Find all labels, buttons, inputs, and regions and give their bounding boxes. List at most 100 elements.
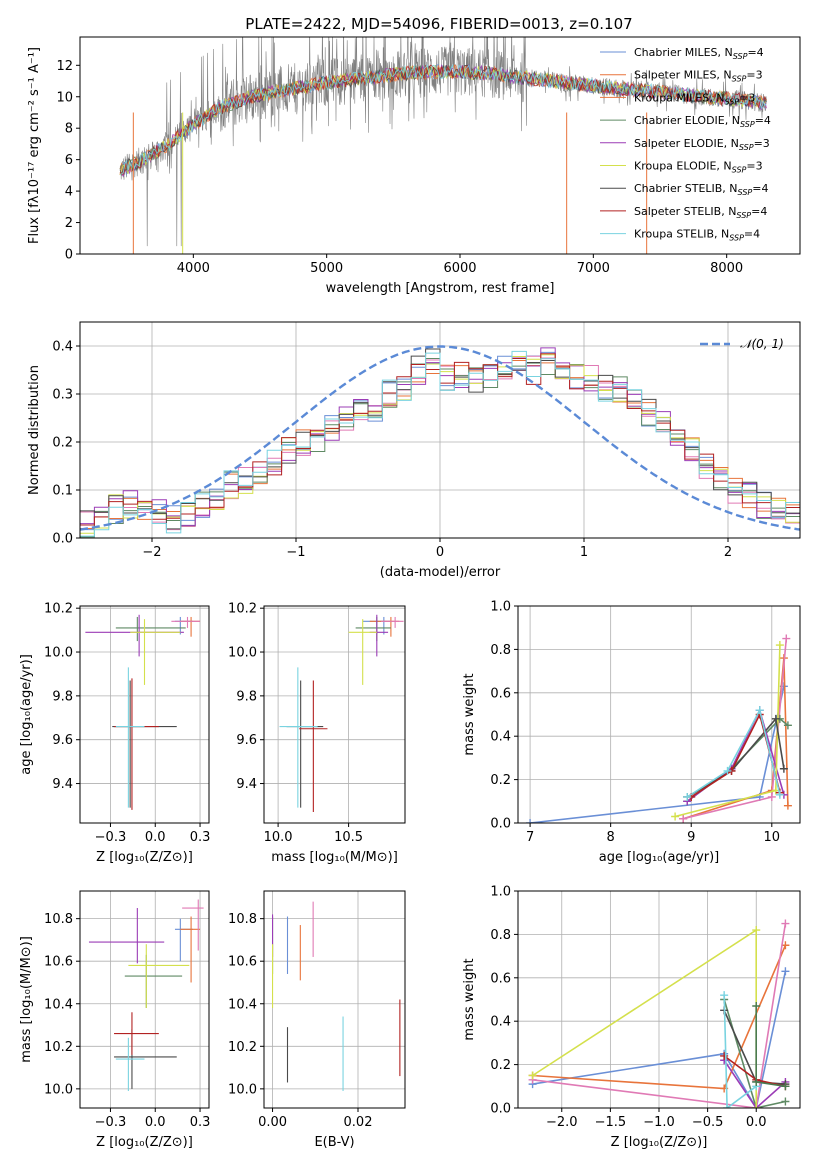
axes-frame [517,605,801,824]
x-tick-label: −0.3 [95,1115,127,1130]
axes-frame [79,605,210,824]
plot-area [85,614,201,810]
y-tick-label: 10.6 [44,955,73,970]
panel-weight-vs-age: 7 8 9 10 0.0 0.2 0.4 0.6 0.8 1.0 age [log₁₀(age/yr… [462,600,801,865]
x-tick-label: −0.3 [95,830,127,845]
x-axis-label: Z [log₁₀(Z/Z⊙)] [96,1135,193,1150]
y-tick-label: 1.0 [490,885,511,900]
model-spectrum-line [119,63,767,176]
errorbar-point [115,616,186,642]
y-axis-label: mass [log₁₀(M/M⊙)] [19,936,34,1063]
normal-distribution-curve [80,345,800,531]
x-axis-label: (data-model)/error [380,565,501,580]
x-tick-label: 7 [526,830,534,845]
y-tick-label: 9.4 [52,777,73,792]
plus-marker [671,812,680,821]
legend-entry: Salpeter MILES, NSSP=3 [634,69,763,84]
plus-marker [781,919,790,928]
x-tick-label: 10.0 [264,830,293,845]
y-tick-label: 0.2 [490,773,511,788]
panel-age-vs-Z: −0.3 0.0 0.3 9.4 9.6 9.8 10.0 10.2 Z [log₁₀(Z/Z⊙… [19,602,210,865]
plus-marker [720,991,729,1000]
axes-frame [263,890,406,1109]
legend-entry: Chabrier ELODIE, NSSP=4 [634,114,771,129]
panel-spectrum: 4000 5000 6000 7000 8000 0 2 4 6 8 10 12 wavelength … [27,36,801,296]
y-tick-label: 10.4 [44,997,73,1012]
errorbar-point [174,918,193,962]
errorbar-point [124,954,183,1009]
x-tick-label: 0.02 [344,1115,373,1130]
mass-weight-line [686,707,781,798]
y-tick-label: 10.2 [228,602,257,617]
errorbar-point [114,678,159,810]
y-tick-label: 0.4 [490,730,511,745]
y-tick-label: 12 [56,59,73,74]
y-tick-label: 0.8 [490,643,511,658]
y-axis-label: mass weight [462,673,477,755]
y-tick-label: 10.2 [44,1040,73,1055]
plus-marker [767,792,776,801]
plus-marker [781,967,790,976]
errorbar-point [171,616,201,628]
x-axis-label: Z [log₁₀(Z/Z⊙)] [96,850,193,865]
y-tick-label: 4 [65,185,73,200]
errorbar-point [114,1012,159,1055]
x-tick-label: 7000 [577,261,610,276]
x-tick-label: 9 [687,830,695,845]
x-tick-label: 0.00 [258,1115,287,1130]
x-tick-label: −1 [286,545,305,560]
mass-weight-line [723,1059,786,1108]
panel-residuals: −2 −1 0 1 2 0.0 0.1 0.2 0.3 0.4 (data-model)/error… [27,321,801,580]
y-tick-label: 0.6 [490,686,511,701]
x-axis-label: wavelength [Angstrom, rest frame] [326,281,555,296]
errorbar-point [88,908,165,964]
y-tick-label: 0.1 [52,484,73,499]
y-tick-label: 0.8 [490,928,511,943]
plus-marker [679,814,688,823]
x-axis-label: Z [log₁₀(Z/Z⊙)] [611,1135,708,1150]
y-tick-label: 0.0 [490,817,511,832]
panel-mass-vs-EBV: 0.00 0.02 10.0 10.2 10.4 10.6 10.8 E(B-V) [228,890,406,1150]
x-tick-label: 2 [724,545,732,560]
errorbar-point [381,616,404,628]
mass-weight-line [723,995,757,1108]
x-tick-label: 6000 [443,261,476,276]
y-tick-label: 10.4 [228,997,257,1012]
errorbar-point [112,680,177,808]
plus-marker [775,790,784,799]
y-tick-label: 10.8 [44,912,73,927]
plus-marker [775,641,784,650]
plot-area [119,37,767,254]
y-tick-label: 10.6 [228,955,257,970]
y-tick-label: 9.6 [236,733,257,748]
mass-weight-line [532,971,787,1108]
errorbar-point [128,944,190,1009]
plus-marker [723,766,732,775]
plot-area [88,899,204,1091]
plus-marker [771,714,780,723]
legend-entry: Salpeter ELODIE, NSSP=3 [634,137,770,152]
y-tick-label: 0 [65,248,73,263]
errorbar-point [180,916,201,983]
y-axis-label: age [log₁₀(age/yr)] [19,654,34,775]
errorbar-point [85,614,184,657]
y-axis-label: Flux [fλ10⁻¹⁷ erg cm⁻² s⁻¹ A⁻¹] [27,47,42,244]
y-tick-label: 0.0 [490,1102,511,1117]
y-tick-label: 8 [65,122,73,137]
x-tick-label: 0.0 [746,1115,767,1130]
legend-entry: Kroupa ELODIE, NSSP=3 [634,160,763,175]
plus-marker [528,1071,537,1080]
x-axis-label: mass [log₁₀(M/M⊙)] [271,850,398,865]
x-tick-label: 10.5 [334,830,363,845]
figure-title: PLATE=2422, MJD=54096, FIBERID=0013, z=0… [245,15,632,33]
plus-marker [779,764,788,773]
axes-frame [79,36,801,255]
y-tick-label: 0.3 [52,388,73,403]
y-axis-label: Normed distribution [27,365,42,495]
x-tick-label: −2.0 [546,1115,578,1130]
errorbar-point [130,619,181,685]
errorbar-point [180,616,201,637]
y-tick-label: 9.6 [52,733,73,748]
x-tick-label: −1.0 [643,1115,675,1130]
